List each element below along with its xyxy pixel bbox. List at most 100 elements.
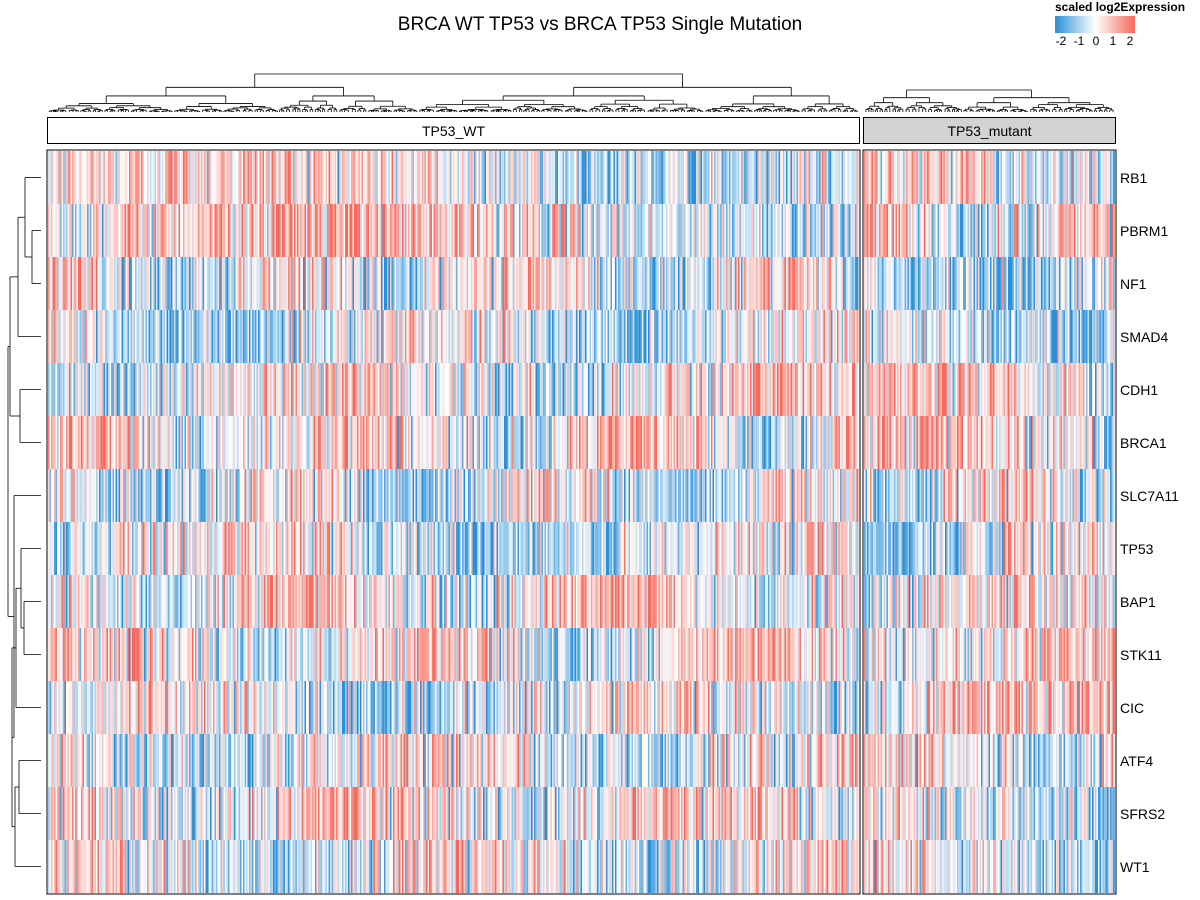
heatmap-cell xyxy=(327,257,329,310)
heatmap-cell xyxy=(144,469,146,522)
heatmap-cell xyxy=(376,204,379,257)
heatmap-cell xyxy=(607,416,610,469)
heatmap-cell xyxy=(595,257,598,310)
heatmap-cell xyxy=(655,363,658,416)
heatmap-cell xyxy=(441,469,443,522)
heatmap-cell xyxy=(394,151,397,204)
heatmap-cell xyxy=(447,522,449,575)
heatmap-cell xyxy=(490,257,493,310)
heatmap-cell xyxy=(313,522,316,575)
heatmap-cell xyxy=(465,363,467,416)
heatmap-cell xyxy=(405,416,407,469)
heatmap-cell xyxy=(112,363,115,416)
heatmap-cell xyxy=(724,416,727,469)
heatmap-cell xyxy=(522,469,524,522)
heatmap-cell xyxy=(451,151,454,204)
heatmap-cell xyxy=(315,151,317,204)
heatmap-cell xyxy=(103,363,106,416)
heatmap-cell xyxy=(846,363,848,416)
heatmap-cell xyxy=(828,363,830,416)
heatmap-cell xyxy=(760,310,763,363)
heatmap-cell xyxy=(297,310,299,363)
heatmap-cell xyxy=(100,522,103,575)
heatmap-cell xyxy=(238,469,241,522)
heatmap-cell xyxy=(141,575,143,628)
heatmap-cell xyxy=(534,257,536,310)
heatmap-cell xyxy=(369,522,371,575)
heatmap-cell xyxy=(108,310,110,363)
heatmap-cell xyxy=(846,522,848,575)
heatmap-cell xyxy=(268,204,271,257)
heatmap-cell xyxy=(631,204,634,257)
heatmap-cell xyxy=(453,151,455,204)
heatmap-cell xyxy=(247,416,250,469)
heatmap-cell xyxy=(135,522,137,575)
heatmap-cell xyxy=(66,310,68,363)
heatmap-cell xyxy=(483,416,485,469)
heatmap-cell xyxy=(307,310,310,363)
heatmap-cell xyxy=(297,363,299,416)
heatmap-cell xyxy=(249,204,251,257)
heatmap-cell xyxy=(720,416,722,469)
heatmap-cell xyxy=(745,522,748,575)
heatmap-cell xyxy=(666,416,668,469)
heatmap-cell xyxy=(601,310,604,363)
heatmap-cell xyxy=(810,522,812,575)
heatmap-cell xyxy=(234,416,236,469)
heatmap-cell xyxy=(225,522,227,575)
heatmap-cell xyxy=(414,469,416,522)
heatmap-cell xyxy=(727,310,730,363)
heatmap-cell xyxy=(279,363,281,416)
heatmap-cell xyxy=(621,204,623,257)
heatmap-cell xyxy=(523,151,526,204)
heatmap-cell xyxy=(61,257,64,310)
heatmap-cell xyxy=(352,204,355,257)
heatmap-cell xyxy=(745,416,748,469)
heatmap-cell xyxy=(340,469,343,522)
heatmap-cell xyxy=(588,204,590,257)
heatmap-cell xyxy=(88,469,91,522)
heatmap-cell xyxy=(664,257,667,310)
heatmap-cell xyxy=(484,310,487,363)
heatmap-cell xyxy=(675,363,677,416)
heatmap-cell xyxy=(457,204,460,257)
heatmap-cell xyxy=(798,522,800,575)
heatmap-cell xyxy=(700,363,703,416)
heatmap-cell xyxy=(102,257,104,310)
heatmap-cell xyxy=(703,257,706,310)
heatmap-cell xyxy=(718,363,721,416)
heatmap-cell xyxy=(97,469,100,522)
heatmap-cell xyxy=(325,310,328,363)
heatmap-cell xyxy=(381,151,383,204)
heatmap-cell xyxy=(244,363,247,416)
heatmap-cell xyxy=(255,522,257,575)
heatmap-cell xyxy=(145,363,148,416)
heatmap-cell xyxy=(529,363,532,416)
heatmap-cell xyxy=(300,310,302,363)
heatmap-cell xyxy=(690,363,692,416)
heatmap-cell xyxy=(159,363,161,416)
heatmap-cell xyxy=(703,151,706,204)
heatmap-cell xyxy=(561,522,563,575)
heatmap-cell xyxy=(201,151,203,204)
heatmap-cell xyxy=(442,522,445,575)
heatmap-cell xyxy=(93,151,95,204)
heatmap-cell xyxy=(97,363,100,416)
heatmap-cell xyxy=(300,204,302,257)
heatmap-cell xyxy=(76,257,79,310)
heatmap-cell xyxy=(597,151,599,204)
heatmap-cell xyxy=(49,416,52,469)
heatmap-cell xyxy=(501,310,503,363)
heatmap-cell xyxy=(663,416,665,469)
heatmap-cell xyxy=(583,522,586,575)
heatmap-cell xyxy=(427,522,430,575)
heatmap-cell xyxy=(130,310,133,363)
heatmap-cell xyxy=(75,257,77,310)
heatmap-cell xyxy=(117,204,119,257)
heatmap-cell xyxy=(159,469,161,522)
heatmap-cell xyxy=(99,575,101,628)
heatmap-cell xyxy=(241,257,244,310)
heatmap-cell xyxy=(100,204,103,257)
heatmap-cell xyxy=(60,151,62,204)
heatmap-cell xyxy=(529,522,532,575)
